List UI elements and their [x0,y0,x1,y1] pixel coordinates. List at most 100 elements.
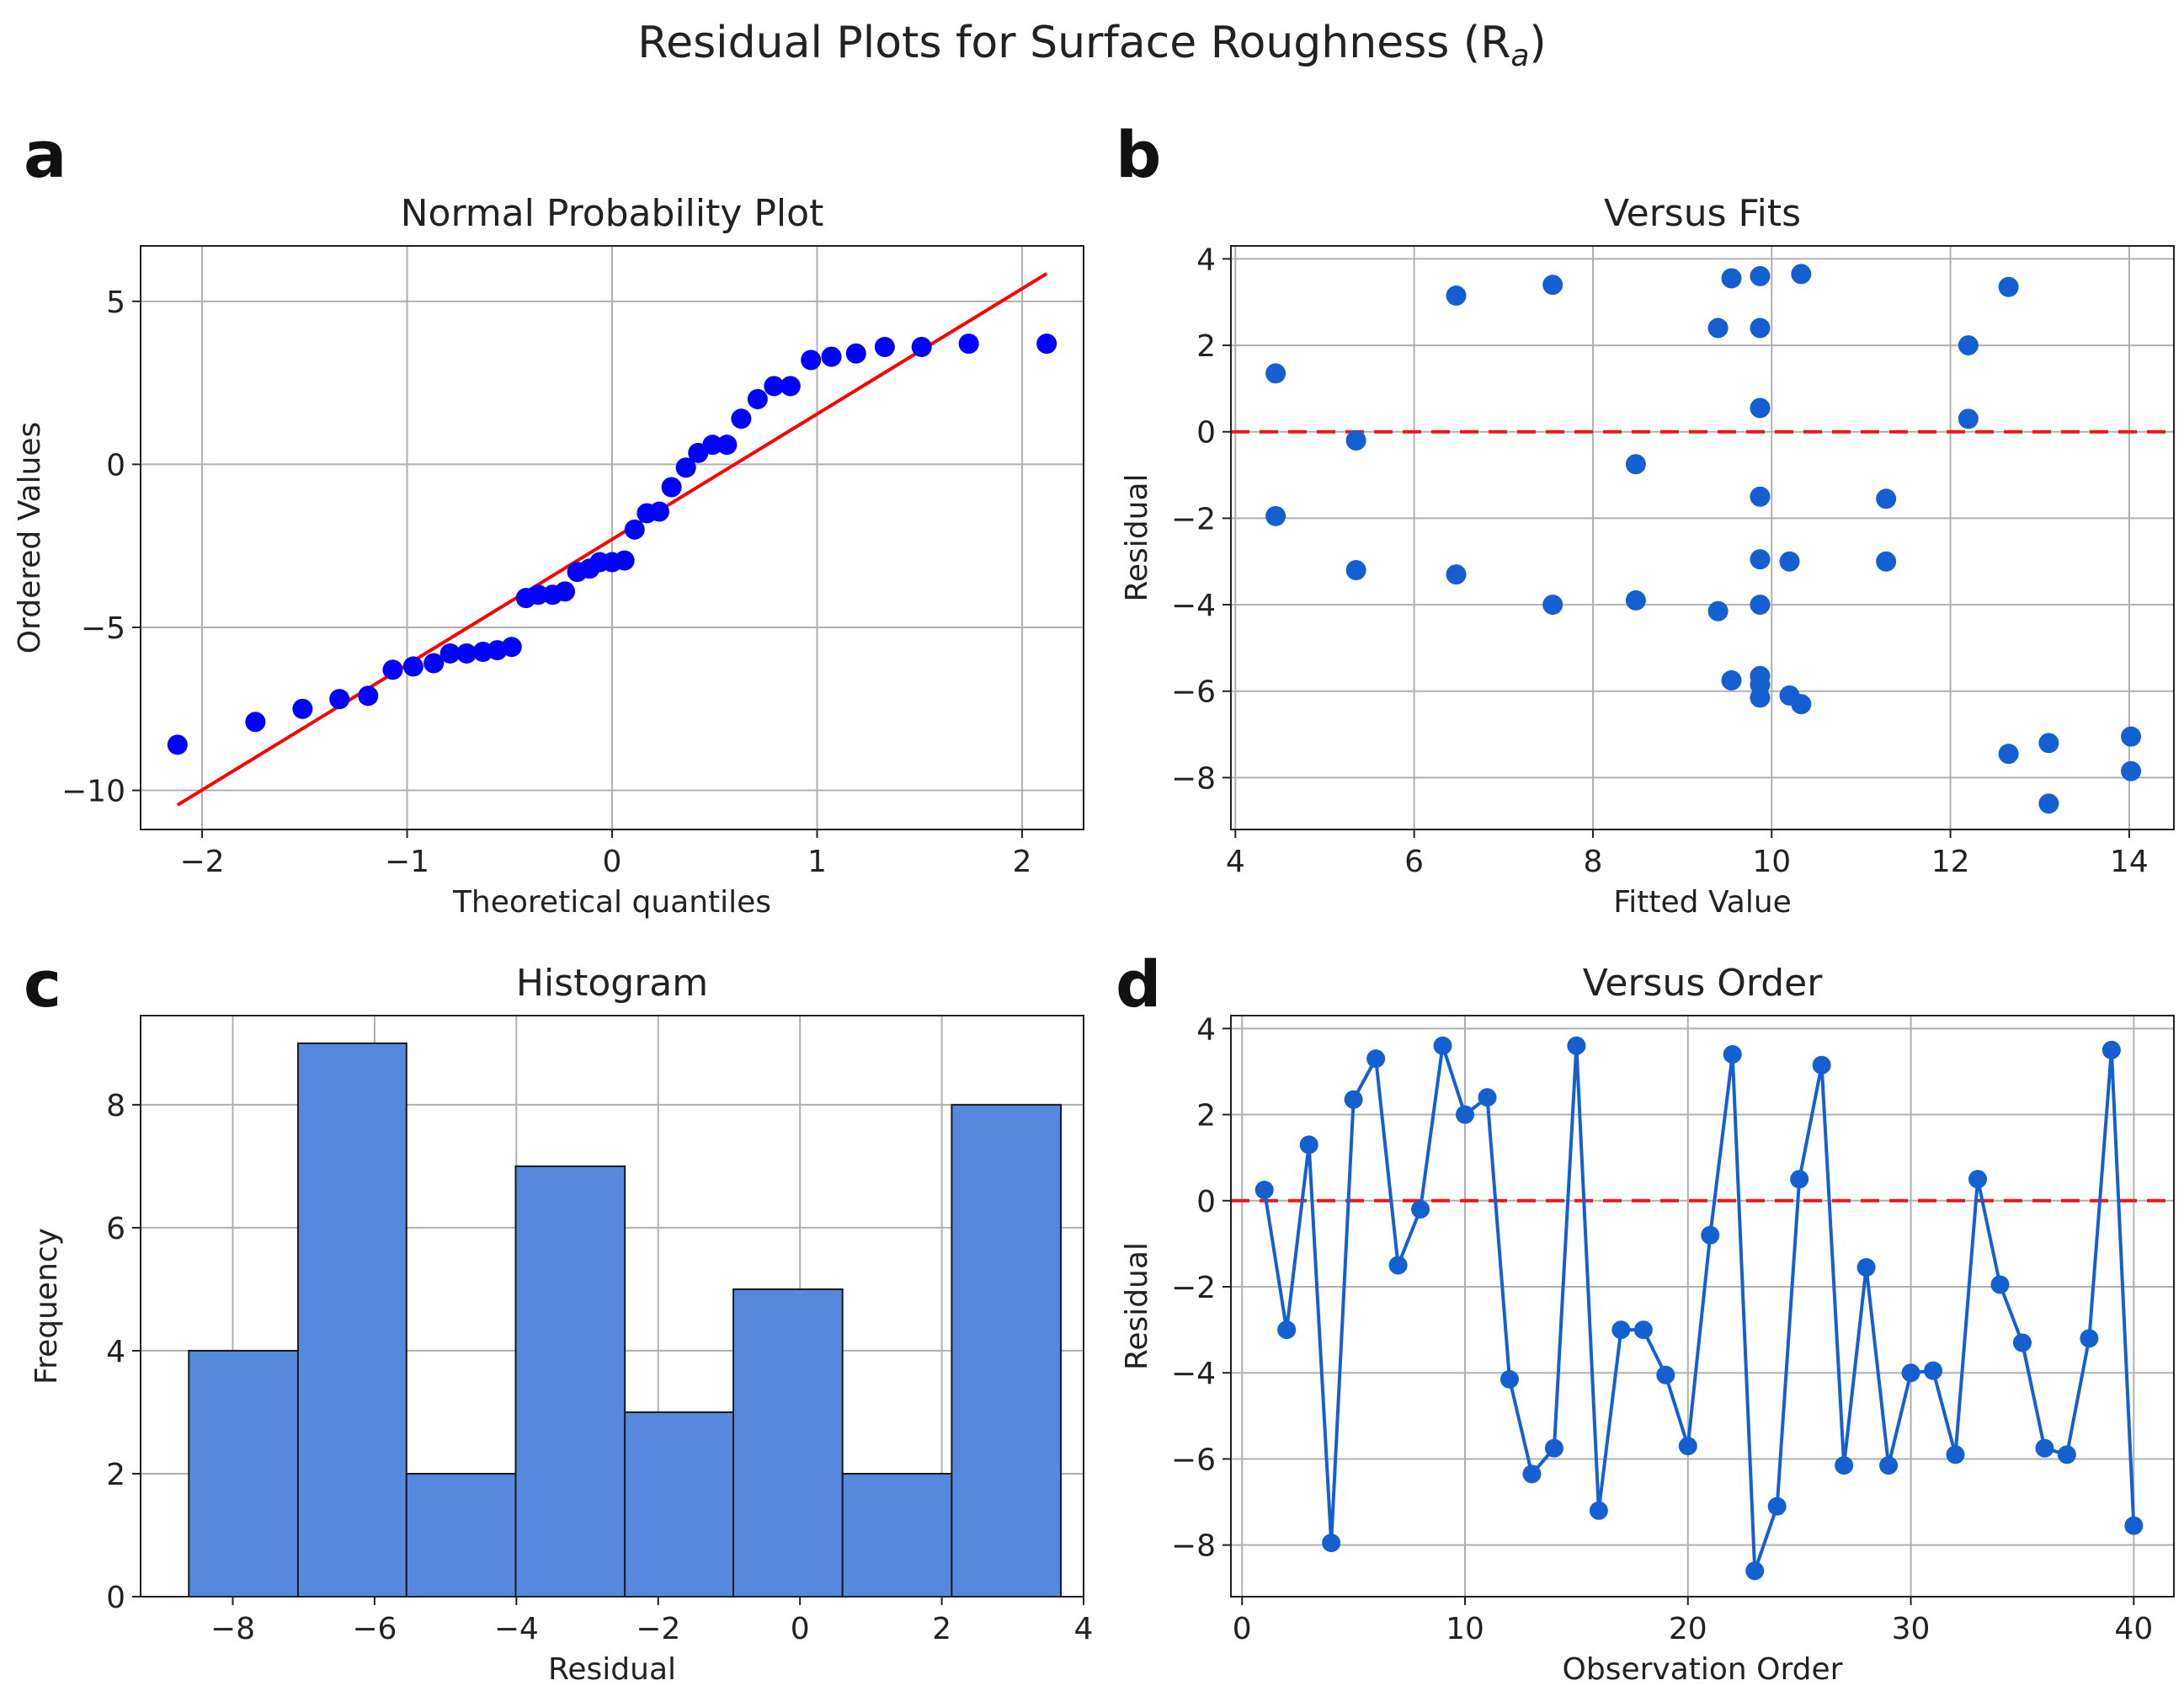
data-point [1567,1036,1586,1055]
x-tick-label: 0 [603,845,622,879]
x-tick-label: −4 [494,1612,539,1646]
data-point [780,376,801,397]
data-point [958,333,979,355]
y-tick-label: 0 [1196,416,1216,451]
data-point [1998,744,2019,765]
y-tick-label: −6 [1171,1443,1216,1477]
data-point [1812,1055,1831,1075]
y-tick-label: −8 [1171,1529,1216,1564]
panel-title: Histogram [516,962,708,1005]
panel-label: b [1116,117,1161,192]
data-point [1790,1170,1809,1189]
data-point [555,581,575,602]
data-point [2038,793,2059,814]
data-point [1500,1369,1519,1389]
figure-title: Residual Plots for Surface Roughness (Ra… [637,18,1546,73]
data-point [649,501,669,522]
data-point [1721,669,1742,691]
y-tick-label: 2 [106,1458,125,1492]
panel-label: d [1116,947,1161,1022]
data-point [2057,1445,2076,1464]
y-tick-label: −2 [1171,1271,1216,1305]
x-tick-label: 10 [1446,1612,1484,1646]
data-point [2121,760,2142,781]
x-tick-label: 4 [1226,845,1245,879]
axes-frame [1230,245,2175,830]
x-tick-label: −1 [385,845,429,879]
y-tick-label: −10 [61,775,125,809]
histogram-bar [405,1472,517,1598]
x-tick-label: 40 [2114,1612,2153,1646]
axes-frame [140,1015,1084,1598]
x-axis-label: Observation Order [1563,1652,1843,1687]
data-point [1990,1275,2010,1294]
histogram-bar [951,1103,1063,1598]
data-point [1924,1361,1943,1380]
data-point [1767,1496,1787,1516]
y-axis-label: Frequency [29,1228,64,1384]
y-tick-label: 4 [106,1335,125,1369]
x-axis-label: Theoretical quantiles [452,885,771,920]
data-point [661,477,682,498]
y-axis-label: Ordered Values [13,422,47,654]
y-tick-label: 0 [106,1581,125,1615]
data-point [1721,268,1742,289]
data-point [1707,600,1729,621]
data-point [1542,275,1563,296]
panel-b: b Versus Fits 4 6 8 10 12 14 −8 −6 −4 −2 0 2 4 Fitted V… [1116,117,2175,920]
x-tick-label: −2 [636,1612,680,1646]
data-point [1036,333,1057,355]
data-point [1835,1456,1854,1475]
data-point [382,659,403,680]
data-point [911,337,932,358]
panel-c: c Histogram −8 −6 −4 −2 0 2 4 0 2 4 6 8 Residual Freque… [24,947,1093,1687]
y-tick-label: −4 [1171,1357,1216,1391]
data-point [801,349,822,371]
data-point [1701,1225,1720,1245]
x-tick-label: 30 [1892,1612,1931,1646]
data-point [1388,1256,1408,1275]
y-tick-label: −6 [1171,675,1216,710]
x-tick-label: −8 [210,1612,255,1646]
data-point [167,734,188,755]
data-point [1968,1170,1987,1189]
data-point [1366,1049,1386,1069]
data-point [1750,397,1771,419]
data-point [1856,1258,1876,1277]
data-point [501,637,522,658]
data-point [1901,1363,1920,1383]
data-point [747,388,768,409]
y-axis-label: Residual [1120,1242,1154,1370]
data-point [1998,276,2019,297]
data-point [1791,694,1812,715]
x-tick-label: 2 [1013,845,1032,879]
series-line [1262,1045,2136,1571]
y-tick-label: −4 [1171,589,1216,623]
panel-title: Versus Fits [1604,192,1801,235]
data-point [1625,589,1646,611]
histogram-bar [296,1042,408,1598]
data-point [1707,317,1729,339]
data-point [731,408,752,429]
data-point [1411,1200,1430,1219]
data-point [1958,408,1979,429]
x-tick-label: 12 [1931,845,1970,879]
data-point [2121,726,2142,747]
data-point [702,435,723,456]
data-point [1633,1320,1653,1340]
histogram-bar [732,1288,844,1598]
data-point [614,550,635,571]
y-axis-label: Residual [1120,473,1154,601]
data-point [2012,1333,2032,1352]
panel-label: c [24,947,61,1022]
data-point [1879,1456,1899,1475]
data-point [1542,595,1563,616]
data-point [1478,1088,1497,1107]
data-point [675,457,696,478]
fit-line [176,272,1048,807]
x-tick-label: 14 [2110,845,2149,879]
x-tick-label: 4 [1074,1612,1094,1646]
y-tick-label: 4 [1196,243,1216,277]
data-point [439,643,461,664]
